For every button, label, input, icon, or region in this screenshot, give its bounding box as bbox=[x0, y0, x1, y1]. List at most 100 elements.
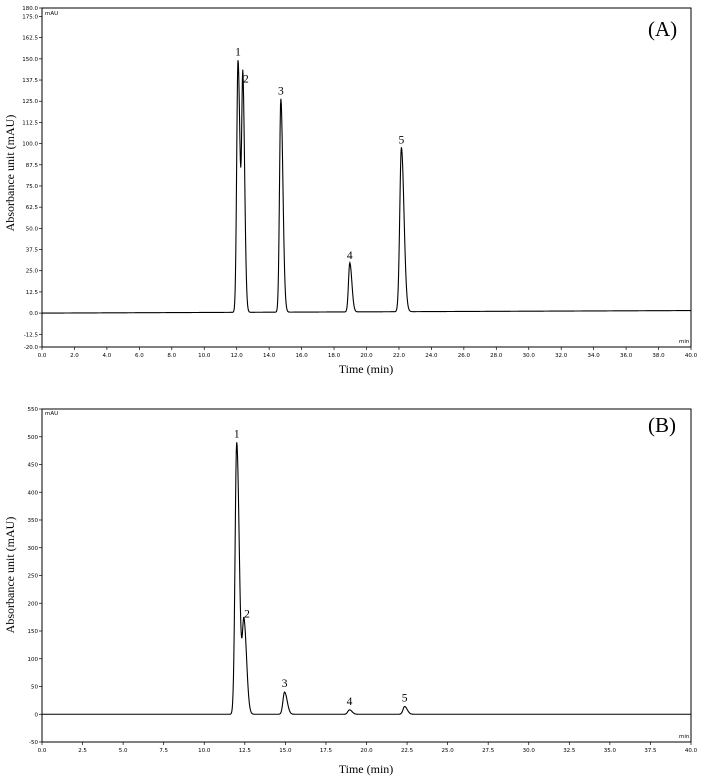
x-tick-label: 6.0 bbox=[135, 353, 144, 359]
peak-label: 1 bbox=[234, 428, 240, 440]
x-tick-label: 32.5 bbox=[563, 748, 576, 754]
x-tick-label: 4.0 bbox=[103, 353, 112, 359]
chromatogram-trace bbox=[42, 442, 691, 715]
y-axis-title: Absorbance unit (mAU) bbox=[3, 115, 17, 232]
x-unit-label: min bbox=[679, 339, 690, 345]
peak-label: 4 bbox=[347, 696, 353, 708]
x-unit-label: min bbox=[679, 734, 690, 740]
y-tick-label: 50.0 bbox=[26, 226, 39, 232]
y-tick-label: 0.0 bbox=[29, 311, 38, 317]
y-tick-label: 250 bbox=[28, 574, 39, 580]
x-tick-label: 30.0 bbox=[523, 353, 536, 359]
x-tick-label: 5.0 bbox=[119, 748, 128, 754]
y-tick-label: 175.0 bbox=[22, 14, 38, 20]
chromatogram-trace bbox=[42, 60, 691, 314]
x-axis-ticks: 0.0 2.5 5.0 7.5 10.0 12.5 15.0 17.5 20.0 22.5 25.0… bbox=[38, 742, 698, 754]
y-tick-label: 37.5 bbox=[26, 248, 39, 254]
x-tick-label: 2.5 bbox=[78, 748, 87, 754]
y-tick-label: 450 bbox=[28, 463, 39, 469]
panel-a: -20.0-12.50.012.525.037.550.062.575.087.… bbox=[3, 6, 698, 376]
y-tick-label: 112.5 bbox=[22, 120, 38, 126]
y-tick-label: -20.0 bbox=[24, 345, 39, 351]
y-unit-label: mAU bbox=[45, 11, 58, 17]
x-tick-label: 35.0 bbox=[604, 748, 617, 754]
y-tick-label: 150 bbox=[28, 629, 39, 635]
y-tick-label: 125.0 bbox=[22, 99, 38, 105]
y-tick-label: 12.5 bbox=[26, 290, 39, 296]
peak-label: 5 bbox=[399, 135, 405, 147]
y-tick-label: 180.0 bbox=[22, 6, 38, 12]
x-tick-label: 37.5 bbox=[644, 748, 657, 754]
y-tick-label: 100 bbox=[28, 657, 39, 663]
x-tick-label: 17.5 bbox=[320, 748, 333, 754]
x-tick-label: 12.5 bbox=[239, 748, 252, 754]
y-tick-label: 150.0 bbox=[22, 57, 38, 63]
peak-label: 1 bbox=[235, 47, 241, 59]
x-tick-label: 34.0 bbox=[588, 353, 601, 359]
peak-label: 3 bbox=[282, 678, 288, 690]
y-tick-label: 0 bbox=[35, 712, 39, 718]
y-tick-label: 50 bbox=[31, 685, 38, 691]
x-tick-label: 15.0 bbox=[279, 748, 292, 754]
x-tick-label: 30.0 bbox=[523, 748, 536, 754]
y-tick-label: 87.5 bbox=[26, 163, 39, 169]
peak-label: 3 bbox=[278, 86, 284, 98]
y-axis-title: Absorbance unit (mAU) bbox=[3, 517, 17, 634]
x-tick-label: 24.0 bbox=[425, 353, 438, 359]
panel-label: (A) bbox=[648, 17, 677, 41]
x-tick-label: 38.0 bbox=[652, 353, 665, 359]
panel-b: -50 0 50 100 150 200 250 300 350 400 450 500 550 0.0… bbox=[3, 407, 698, 776]
plot-frame bbox=[41, 408, 692, 743]
y-tick-label: 162.5 bbox=[22, 36, 38, 42]
peak-label: 5 bbox=[402, 692, 408, 704]
x-tick-label: 0.0 bbox=[38, 353, 47, 359]
x-tick-label: 25.0 bbox=[442, 748, 455, 754]
y-tick-label: 25.0 bbox=[26, 269, 39, 275]
y-tick-label: -12.5 bbox=[24, 332, 39, 338]
x-tick-label: 22.5 bbox=[401, 748, 414, 754]
y-tick-label: 137.5 bbox=[22, 78, 38, 84]
y-tick-label: 62.5 bbox=[26, 205, 39, 211]
x-axis-title: Time (min) bbox=[339, 762, 394, 776]
peak-label: 2 bbox=[244, 609, 250, 621]
x-tick-label: 12.0 bbox=[231, 353, 244, 359]
x-tick-label: 20.0 bbox=[360, 353, 373, 359]
x-tick-label: 8.0 bbox=[167, 353, 176, 359]
y-tick-label: 100.0 bbox=[22, 142, 38, 148]
x-tick-label: 16.0 bbox=[295, 353, 308, 359]
y-tick-label: 500 bbox=[28, 435, 39, 441]
y-tick-label: 200 bbox=[28, 601, 39, 607]
x-tick-label: 2.0 bbox=[70, 353, 79, 359]
x-tick-label: 18.0 bbox=[328, 353, 341, 359]
y-tick-label: 550 bbox=[28, 407, 39, 413]
x-tick-label: 36.0 bbox=[620, 353, 633, 359]
x-tick-label: 22.0 bbox=[393, 353, 406, 359]
x-tick-label: 10.0 bbox=[198, 353, 211, 359]
x-tick-label: 40.0 bbox=[685, 748, 698, 754]
x-axis-ticks: 0.0 2.0 4.0 6.0 8.0 10.0 12.0 14.0 16.0 18.0 20.0 2… bbox=[38, 347, 698, 359]
x-tick-label: 20.0 bbox=[360, 748, 373, 754]
peak-label: 2 bbox=[243, 74, 249, 86]
x-tick-label: 26.0 bbox=[458, 353, 471, 359]
peak-labels: 1 2 3 4 5 bbox=[235, 47, 404, 262]
x-axis-title: Time (min) bbox=[339, 362, 394, 376]
y-tick-label: 300 bbox=[28, 546, 39, 552]
x-tick-label: 7.5 bbox=[159, 748, 168, 754]
y-axis-ticks: -50 0 50 100 150 200 250 300 350 400 450 500 550 bbox=[28, 407, 42, 746]
y-tick-label: 350 bbox=[28, 518, 39, 524]
x-tick-label: 10.0 bbox=[198, 748, 211, 754]
panel-label: (B) bbox=[648, 413, 676, 437]
plot-frame bbox=[41, 7, 692, 348]
x-tick-label: 28.0 bbox=[490, 353, 503, 359]
y-tick-label: 400 bbox=[28, 490, 39, 496]
x-tick-label: 40.0 bbox=[685, 353, 698, 359]
peak-label: 4 bbox=[347, 250, 353, 262]
y-tick-label: -50 bbox=[29, 740, 38, 746]
x-tick-label: 32.0 bbox=[555, 353, 568, 359]
y-unit-label: mAU bbox=[45, 411, 58, 417]
x-tick-label: 14.0 bbox=[263, 353, 276, 359]
peak-labels: 1 2 3 4 5 bbox=[234, 428, 408, 708]
y-axis-ticks: -20.0 -12.5 0.0 12.5 25.0 37.5 50.0 62.5 75.0 87.… bbox=[22, 6, 42, 351]
x-tick-label: 27.5 bbox=[482, 748, 495, 754]
